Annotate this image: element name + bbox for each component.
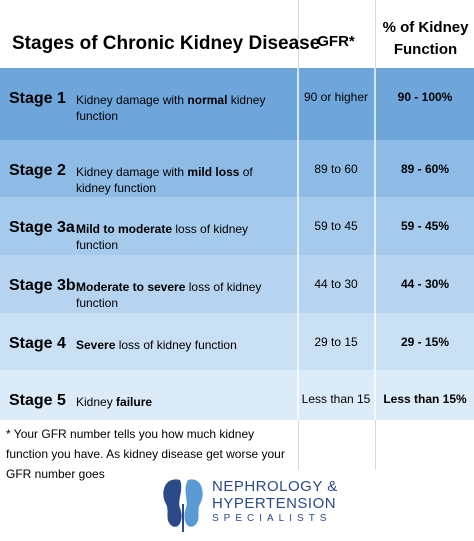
column-divider: [374, 140, 376, 197]
column-divider: [374, 197, 376, 255]
title: Stages of Chronic Kidney Disease: [12, 33, 321, 54]
percent-value: 29 - 15%: [400, 335, 450, 349]
column-divider: [374, 68, 376, 140]
gfr-value: 59 to 45: [314, 219, 358, 233]
description: Moderate to severe loss of kidney functi…: [76, 279, 286, 311]
gfr-value: 44 to 30: [314, 277, 358, 291]
description-text: Mild to moderate: [76, 222, 173, 236]
description-text: of kidney function: [76, 165, 253, 195]
footnote: * Your GFR number tells you how much kid…: [6, 427, 285, 481]
column-divider: [297, 255, 299, 313]
percent-value: 89 - 60%: [400, 162, 450, 176]
gfr-value: 29 to 15: [314, 335, 358, 349]
percent-header: % of Kidney Function: [382, 19, 469, 58]
table-row: Stage 5 Kidney failure Less than 15 Less th…: [0, 370, 474, 420]
table-row: Stage 1 Kidney damage with normal kidney …: [0, 68, 474, 140]
description: Kidney failure: [76, 394, 286, 410]
description-text: kidney function: [76, 93, 266, 123]
stage-label: Stage 3b: [9, 277, 76, 294]
description-text: Kidney: [76, 395, 117, 409]
stage-label: Stage 3a: [9, 219, 75, 236]
gfr-value: Less than 15: [301, 392, 371, 406]
description-text: failure: [116, 395, 153, 409]
gfr-value: 89 to 60: [314, 162, 358, 176]
description-text: loss of kidney function: [115, 338, 237, 352]
gfr-value: 90 or higher: [303, 90, 369, 104]
stage-label: Stage 4: [9, 335, 66, 352]
description-text: Kidney damage with: [76, 93, 188, 107]
description: Kidney damage with mild loss of kidney f…: [76, 164, 286, 196]
column-divider: [374, 370, 376, 420]
table-row: Stage 4 Severe loss of kidney function 29 …: [0, 313, 474, 370]
description-text: Severe: [76, 338, 116, 352]
description-text: normal: [187, 93, 228, 107]
column-divider: [297, 313, 299, 370]
column-divider: [297, 370, 299, 420]
logo-text: SPECIALISTS: [212, 513, 332, 524]
gfr-header: GFR*: [317, 33, 355, 50]
description-text: Moderate to severe: [76, 280, 186, 294]
logo-text: NEPHROLOGY &: [212, 478, 338, 495]
stage-label: Stage 5: [9, 392, 66, 409]
percent-value: 90 - 100%: [397, 90, 453, 104]
column-divider: [297, 68, 299, 140]
column-divider: [297, 140, 299, 197]
table-row: Stage 3a Mild to moderate loss of kidney …: [0, 197, 474, 255]
description-text: loss of kidney function: [76, 222, 249, 252]
percent-value: 44 - 30%: [400, 277, 450, 291]
column-divider: [374, 313, 376, 370]
logo-text: HYPERTENSION: [212, 495, 337, 512]
description: Kidney damage with normal kidney functio…: [76, 92, 286, 124]
table-row: Stage 3b Moderate to severe loss of kidne…: [0, 255, 474, 313]
description-text: mild loss: [187, 165, 240, 179]
stage-label: Stage 2: [9, 162, 66, 179]
column-divider: [297, 197, 299, 255]
kidney-logo: [163, 479, 203, 532]
description-text: loss of kidney function: [76, 280, 262, 310]
description: Mild to moderate loss of kidney function: [76, 221, 286, 253]
table-row: Stage 2 Kidney damage with mild loss of k…: [0, 140, 474, 197]
stage-label: Stage 1: [9, 90, 66, 107]
percent-value: Less than 15%: [383, 392, 467, 406]
percent-value: 59 - 45%: [400, 219, 450, 233]
column-divider: [374, 255, 376, 313]
description: Severe loss of kidney function: [76, 337, 286, 353]
description-text: Kidney damage with: [76, 165, 188, 179]
